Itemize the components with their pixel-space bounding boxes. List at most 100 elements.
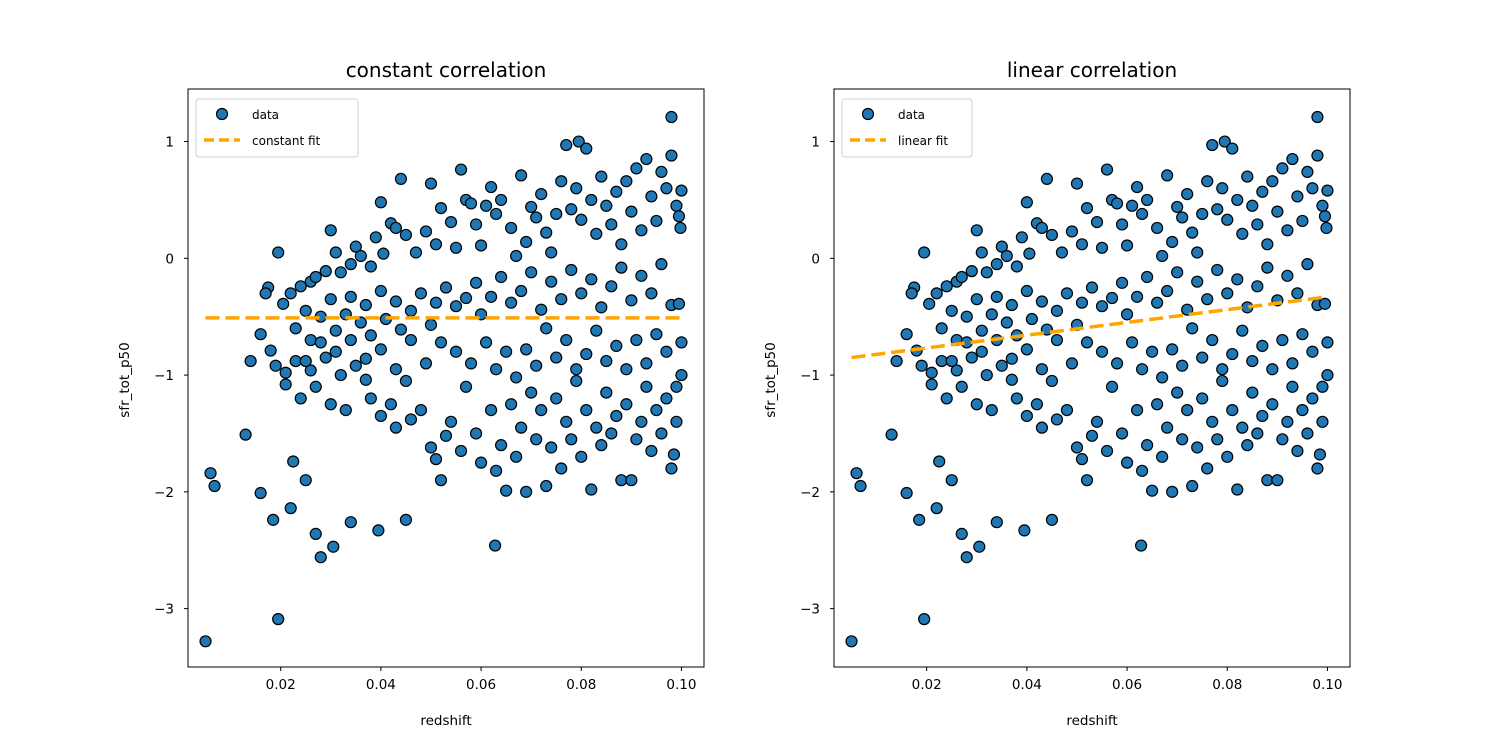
data-point xyxy=(324,224,337,237)
data-point xyxy=(1141,439,1154,452)
data-point xyxy=(1311,462,1324,475)
data-point xyxy=(1045,228,1059,242)
data-point xyxy=(660,345,673,358)
data-point xyxy=(377,247,390,260)
data-point xyxy=(530,359,543,372)
data-point xyxy=(1201,293,1214,306)
data-point xyxy=(635,415,648,428)
data-point xyxy=(540,322,553,335)
data-point xyxy=(640,380,653,393)
data-point xyxy=(1313,448,1327,461)
data-point xyxy=(1291,444,1304,458)
data-point xyxy=(419,225,433,238)
data-point xyxy=(672,297,686,310)
legend: data linear fit xyxy=(841,98,973,158)
data-point xyxy=(1276,433,1289,446)
data-point xyxy=(1176,211,1189,224)
data-point xyxy=(1105,291,1119,305)
legend-box xyxy=(841,98,973,158)
data-point xyxy=(374,409,387,423)
data-point xyxy=(620,398,633,411)
data-point xyxy=(1020,196,1033,209)
data-point xyxy=(1216,374,1229,388)
data-point xyxy=(1110,197,1124,210)
data-point xyxy=(424,441,438,454)
data-point xyxy=(1020,343,1033,356)
data-point xyxy=(595,301,608,314)
data-point xyxy=(1206,138,1219,152)
data-point xyxy=(1075,453,1089,466)
data-point xyxy=(329,324,342,337)
x-tick-label: 0.08 xyxy=(1212,677,1242,693)
data-point xyxy=(1090,415,1104,428)
data-point xyxy=(585,273,598,286)
data-point xyxy=(510,249,523,263)
data-point xyxy=(434,202,448,215)
data-point xyxy=(505,398,518,411)
data-point xyxy=(570,363,583,376)
data-point xyxy=(272,613,285,626)
data-point xyxy=(1191,246,1204,259)
data-point xyxy=(204,467,217,480)
data-point xyxy=(1321,184,1334,197)
data-point xyxy=(1055,246,1069,259)
data-point xyxy=(1018,524,1031,537)
data-point xyxy=(309,270,322,284)
data-point xyxy=(1085,281,1099,294)
data-point xyxy=(309,380,322,393)
data-point xyxy=(590,421,603,434)
data-point xyxy=(1010,392,1023,405)
data-point xyxy=(1000,316,1013,329)
data-point xyxy=(535,404,548,417)
data-point xyxy=(414,287,428,300)
data-point xyxy=(550,207,563,221)
data-point xyxy=(535,303,548,316)
data-point xyxy=(1320,221,1333,235)
data-point xyxy=(272,246,285,259)
data-point xyxy=(414,404,428,417)
data-point xyxy=(985,308,998,321)
data-point xyxy=(1321,368,1334,382)
data-point xyxy=(459,291,473,305)
data-point xyxy=(1015,231,1028,244)
data-point xyxy=(670,380,683,393)
data-point xyxy=(1040,172,1054,186)
data-point xyxy=(605,218,618,231)
data-point xyxy=(570,374,583,388)
data-point xyxy=(269,359,282,372)
data-point xyxy=(474,456,488,469)
data-point xyxy=(933,455,946,468)
data-point xyxy=(605,280,618,293)
data-point xyxy=(905,287,918,300)
data-point xyxy=(890,354,903,368)
data-point xyxy=(1246,199,1259,212)
data-point xyxy=(885,428,898,441)
data-point xyxy=(913,513,926,526)
data-point xyxy=(279,378,292,391)
data-point xyxy=(650,404,663,417)
data-point xyxy=(918,613,931,626)
data-point xyxy=(354,316,367,329)
data-point xyxy=(314,336,327,349)
data-point xyxy=(1241,439,1254,452)
data-point xyxy=(254,486,267,500)
right-subplot: linear correlation redshift sfr_tot_p50 … xyxy=(763,58,1351,729)
data-point xyxy=(329,246,342,259)
data-point xyxy=(384,398,397,411)
data-point xyxy=(1261,238,1274,251)
data-point xyxy=(1045,513,1059,526)
data-point xyxy=(364,392,377,405)
data-point xyxy=(530,211,543,224)
data-point xyxy=(560,138,573,152)
legend-label-fit: constant fit xyxy=(252,134,321,148)
data-point xyxy=(1181,303,1194,316)
data-point xyxy=(1125,199,1139,212)
data-point xyxy=(560,333,573,347)
data-point xyxy=(620,175,633,188)
data-point xyxy=(1266,398,1279,411)
data-point xyxy=(505,221,518,235)
data-point xyxy=(1191,441,1204,454)
data-point xyxy=(935,354,948,368)
data-point xyxy=(429,296,443,309)
legend-label-fit: linear fit xyxy=(898,134,948,148)
